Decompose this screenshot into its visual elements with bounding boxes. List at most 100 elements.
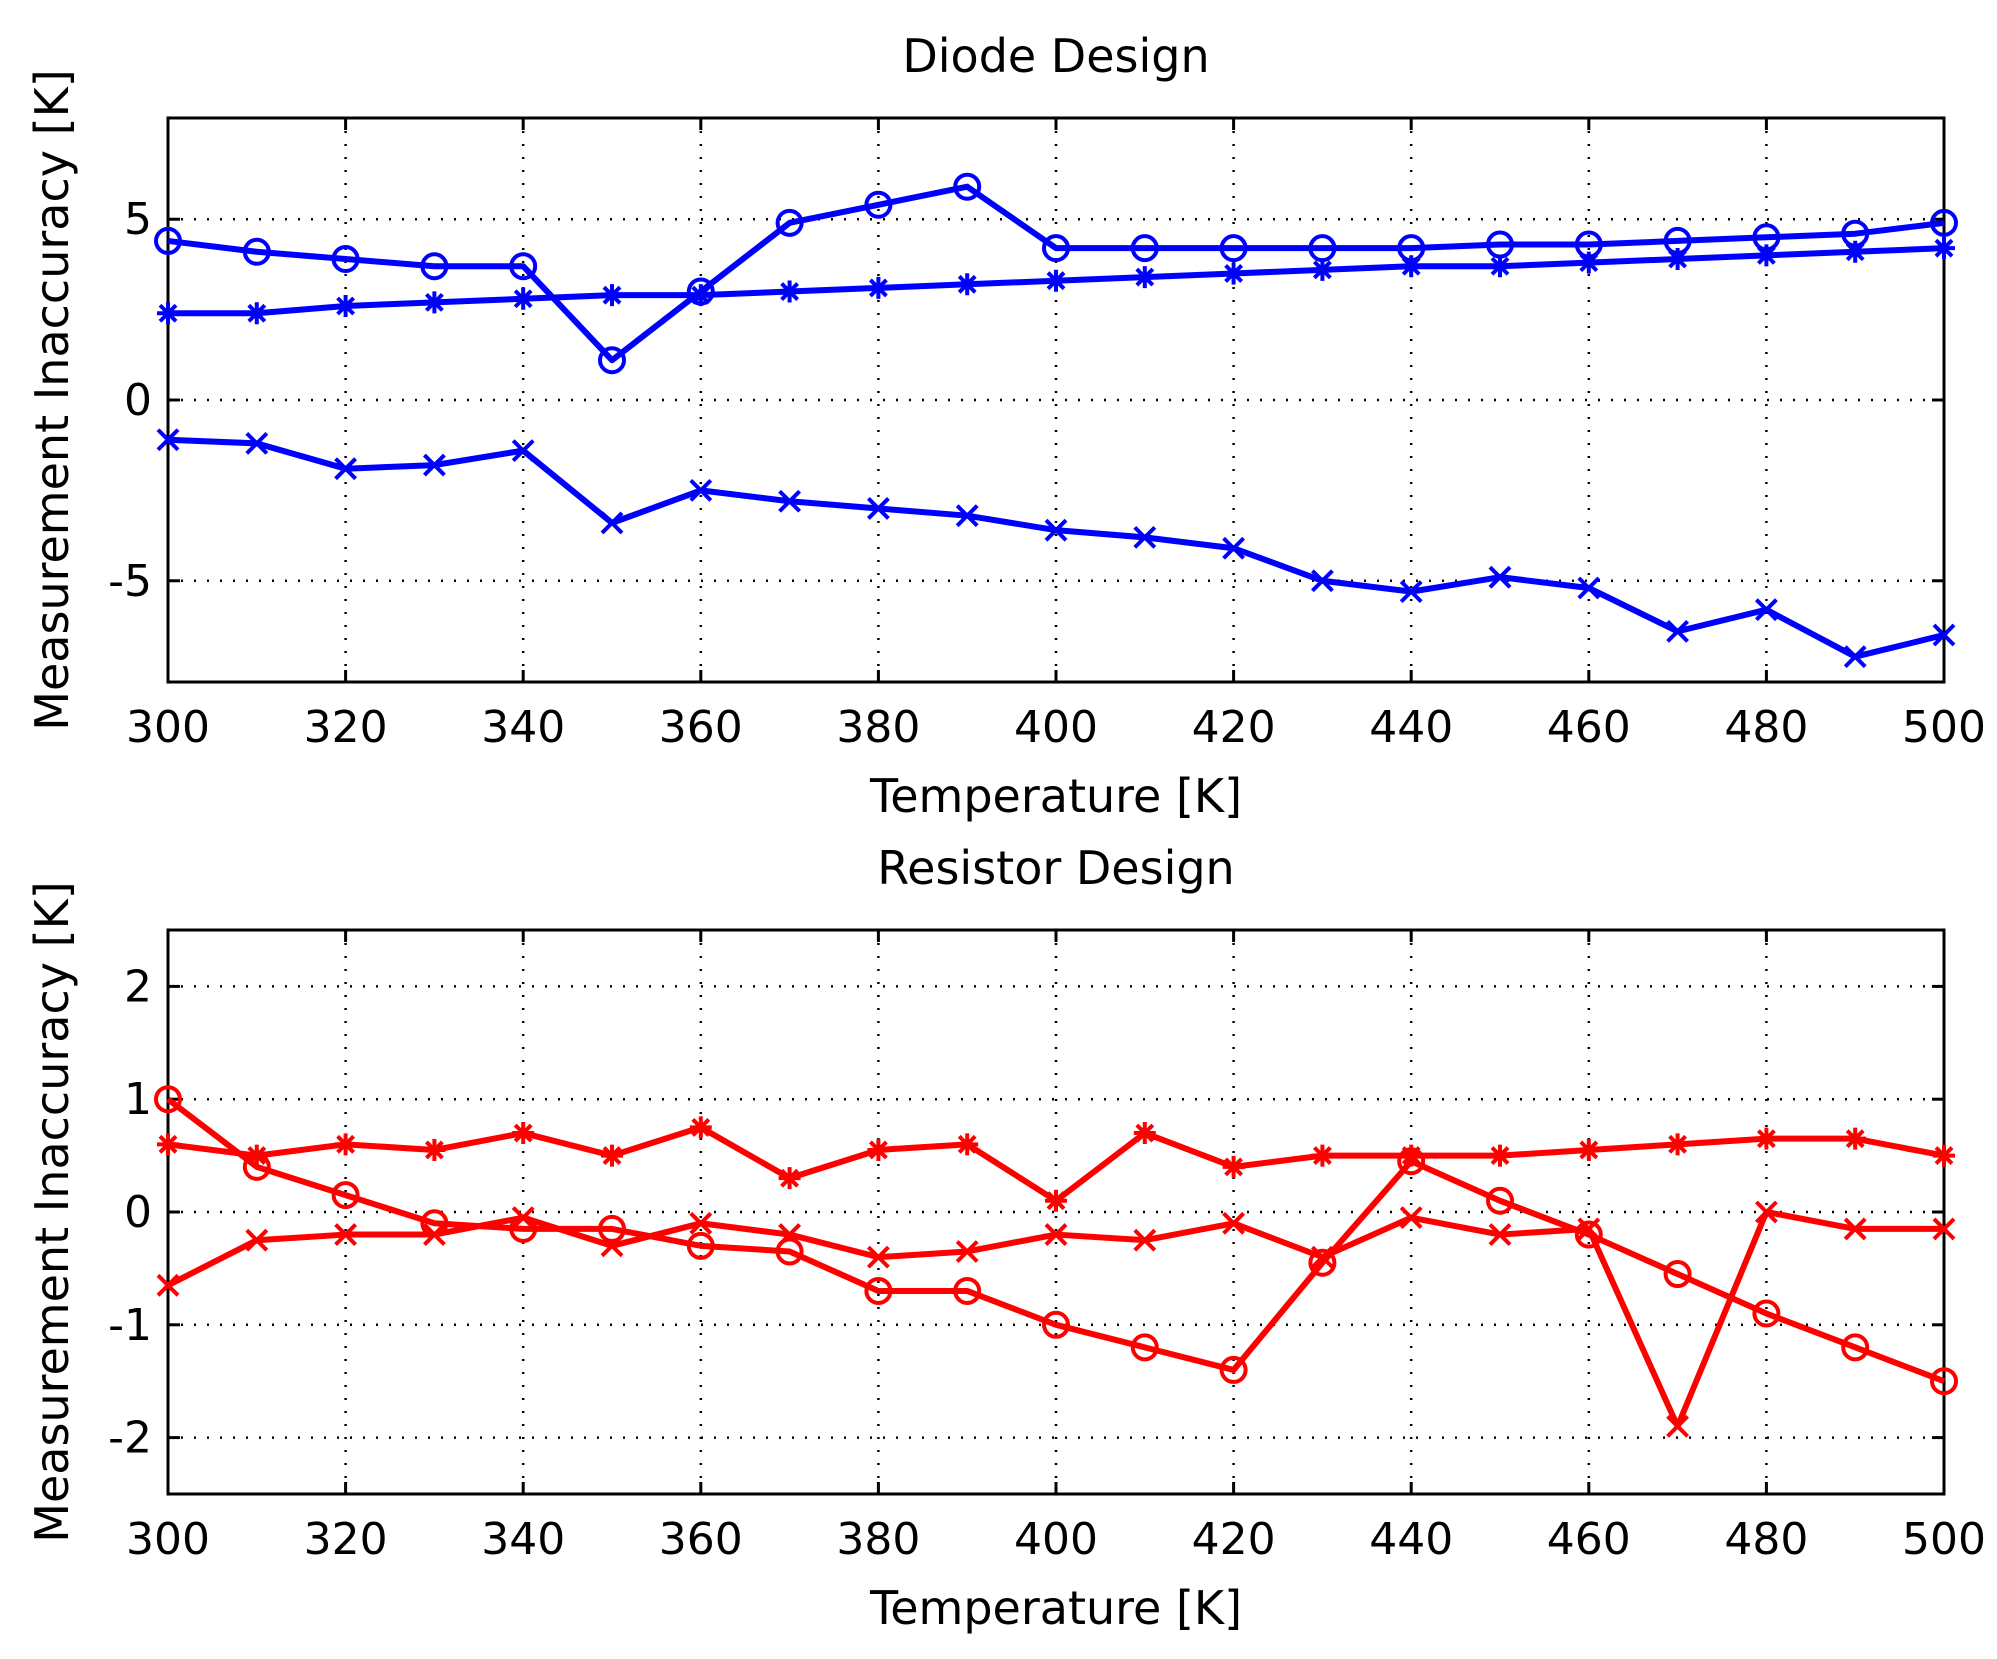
chart-1-series-cross-point <box>1222 1211 1246 1235</box>
chart-1-title: Resistor Design <box>877 841 1234 895</box>
chart-1-xtick-label: 300 <box>126 1514 210 1565</box>
chart-1-series-star-point <box>423 1138 446 1161</box>
chart-1-series-cross-point <box>778 1223 802 1246</box>
chart-0-xtick-label: 300 <box>126 702 210 753</box>
chart-0-series-cross-point <box>156 428 180 452</box>
chart-0-series-cross-point <box>1399 580 1423 604</box>
chart-1-series-circle-point <box>331 1181 360 1210</box>
chart-0-series-cross-point <box>1488 565 1512 589</box>
chart-0-series-cross-point <box>1666 619 1690 643</box>
chart-0-series-circle-point <box>775 208 804 237</box>
chart-1-ytick-label: -2 <box>108 1413 152 1464</box>
chart-0-series-circle-point <box>154 226 182 255</box>
chart-1-series-circle-point <box>1397 1147 1426 1176</box>
chart-1-series-circle-point <box>1752 1299 1781 1328</box>
chart-0-series-cross-point <box>511 439 535 463</box>
chart-0-ytick-label: 5 <box>124 194 152 245</box>
chart-1-series-cross-point <box>1666 1414 1690 1438</box>
chart-1-series-circle-point <box>1130 1333 1159 1362</box>
chart-1-series-cross-point <box>600 1234 624 1258</box>
chart-1-series-star-point <box>1400 1144 1423 1167</box>
chart-1-series-star-point <box>1311 1144 1334 1167</box>
chart-0-xtick-label: 320 <box>304 702 388 753</box>
chart-1-series-circle-point <box>598 1214 626 1243</box>
chart-0-series-cross-point <box>689 478 713 502</box>
chart-1-series-cross-point <box>1932 1217 1956 1241</box>
chart-0-series-star-point <box>956 273 979 296</box>
chart-0-series-circle-point <box>1130 234 1159 263</box>
chart-1-series-star-point <box>1844 1127 1867 1150</box>
chart-1-series-circle-point <box>1042 1310 1070 1339</box>
chart-0-series-circle-point <box>864 190 893 219</box>
chart-0-series-star-point <box>867 276 890 299</box>
chart-1-ytick-label: 0 <box>124 1187 152 1238</box>
chart-0-series-cross-point <box>955 504 979 528</box>
chart-1-series-star-point <box>1133 1122 1156 1145</box>
chart-0-series-cross-point <box>1577 576 1601 600</box>
chart-0-series-star-point <box>1400 255 1423 278</box>
chart-0-series-star-point <box>512 287 535 310</box>
chart-0-series-circle-line <box>167 183 1945 364</box>
chart-0-series-cross-point <box>1133 525 1157 549</box>
chart-1-series-cross-point <box>334 1223 358 1246</box>
chart-1-series-cross-point <box>1577 1217 1601 1241</box>
chart-1-series-star-point <box>1045 1189 1067 1212</box>
chart-0-series-star-point <box>1933 237 1955 260</box>
chart-1-series-star-point <box>1666 1133 1689 1156</box>
chart-1-series-circle-point <box>1574 1220 1603 1249</box>
chart-0-xtick-label: 420 <box>1192 702 1276 753</box>
chart-1-series-cross-point <box>955 1240 979 1263</box>
chart-1-series-star-point <box>689 1116 712 1139</box>
chart-1-series-circle-point <box>1663 1260 1692 1289</box>
chart-0-xlabel: Temperature [K] <box>869 769 1242 823</box>
chart-0-series-cross-point <box>245 431 269 455</box>
chart-0-series-star-point <box>334 295 357 317</box>
chart-1-series-star-point <box>956 1133 979 1156</box>
chart-1-series-circle-point <box>1486 1186 1514 1215</box>
chart-1-xtick-label: 420 <box>1192 1514 1276 1565</box>
chart-1-series-star-point <box>1489 1144 1511 1167</box>
chart-0-series-cross-point <box>422 453 446 477</box>
chart-1-xlabel: Temperature [K] <box>869 1581 1242 1635</box>
chart-1-series-star-point <box>1755 1127 1778 1150</box>
chart-0-series-cross-point <box>1222 536 1246 560</box>
chart-0-series-circle-point <box>242 237 271 266</box>
chart-1-xtick-label: 340 <box>481 1514 565 1565</box>
chart-0-series-circle-point <box>1042 234 1070 263</box>
chart-1-series-circle-point <box>953 1276 982 1305</box>
chart-0-xtick-label: 440 <box>1369 702 1453 753</box>
chart-0-title: Diode Design <box>902 29 1209 83</box>
chart-0-series-circle-point <box>598 346 626 375</box>
chart-1-series-cross-point <box>866 1245 890 1269</box>
chart-0-xtick-label: 360 <box>659 702 743 753</box>
chart-1-series-cross-point <box>1310 1245 1334 1269</box>
chart-0-series-cross-point <box>1310 569 1334 593</box>
chart-0-xtick-label: 460 <box>1547 702 1631 753</box>
chart-0-series-star-point <box>423 291 446 314</box>
chart-0-xtick-label: 400 <box>1014 702 1098 753</box>
chart-1-xtick-label: 400 <box>1014 1514 1098 1565</box>
chart-0-series-circle-point <box>1219 234 1248 263</box>
chart-1-ytick-label: 2 <box>124 961 152 1012</box>
chart-1-series-circle-point <box>242 1152 271 1181</box>
chart-0-series-star-point <box>1755 244 1778 267</box>
chart-1-series-star-point <box>1933 1144 1955 1167</box>
chart-1-series-circle-point <box>154 1085 182 1114</box>
chart-1-series-circle-point <box>1841 1333 1870 1362</box>
chart-0-series-circle-point <box>420 252 449 281</box>
chart-1-series-star-point <box>157 1133 179 1156</box>
resistor-design-plot: Resistor Design 300 320 340 360 380 400 420 440 4… <box>25 841 1986 1635</box>
chart-1-series-star-point <box>867 1138 890 1161</box>
chart-1-xtick-label: 380 <box>836 1514 920 1565</box>
chart-0-series-circle-point <box>1930 208 1958 237</box>
chart-0-series-cross-point <box>1843 645 1867 669</box>
chart-1-series-star-point <box>778 1167 801 1190</box>
chart-1-series-cross-point <box>1399 1206 1423 1230</box>
chart-0-series-cross-point <box>1754 598 1778 622</box>
chart-0-ytick-label: 0 <box>124 375 152 426</box>
chart-0-ylabel: Measurement Inaccuracy [K] <box>25 69 79 730</box>
chart-0-xtick-label: 380 <box>836 702 920 753</box>
chart-1-xtick-label: 440 <box>1369 1514 1453 1565</box>
chart-1-series-star-point <box>1222 1155 1245 1178</box>
